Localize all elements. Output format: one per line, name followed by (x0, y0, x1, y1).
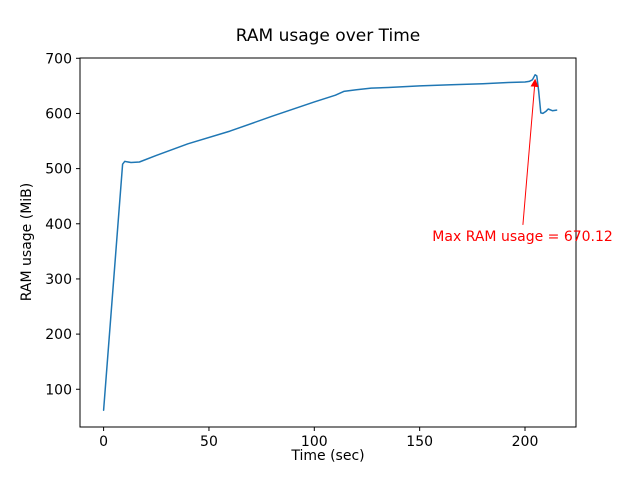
x-axis-label: Time (sec) (291, 448, 365, 464)
y-tick-label: 200 (45, 327, 72, 343)
x-tick-label: 200 (512, 434, 539, 450)
y-tick-label: 300 (45, 272, 72, 288)
y-tick-label: 500 (45, 162, 72, 178)
axes-frame (79, 57, 577, 428)
y-tick-label: 100 (45, 382, 72, 398)
max-annotation: Max RAM usage = 670.12 (432, 228, 613, 245)
x-tick-label: 50 (200, 434, 218, 450)
x-tick-label: 0 (99, 434, 108, 450)
y-axis-label: RAM usage (MiB) (19, 182, 35, 302)
x-tick-label: 150 (406, 434, 433, 450)
y-tick-label: 400 (45, 217, 72, 233)
y-tick-label: 600 (45, 106, 72, 122)
annotation-arrow (522, 78, 539, 225)
x-tick-label: 100 (301, 434, 328, 450)
y-tick-label: 700 (45, 51, 72, 67)
ram-usage-line (102, 74, 558, 411)
chart-title: RAM usage over Time (235, 26, 421, 46)
